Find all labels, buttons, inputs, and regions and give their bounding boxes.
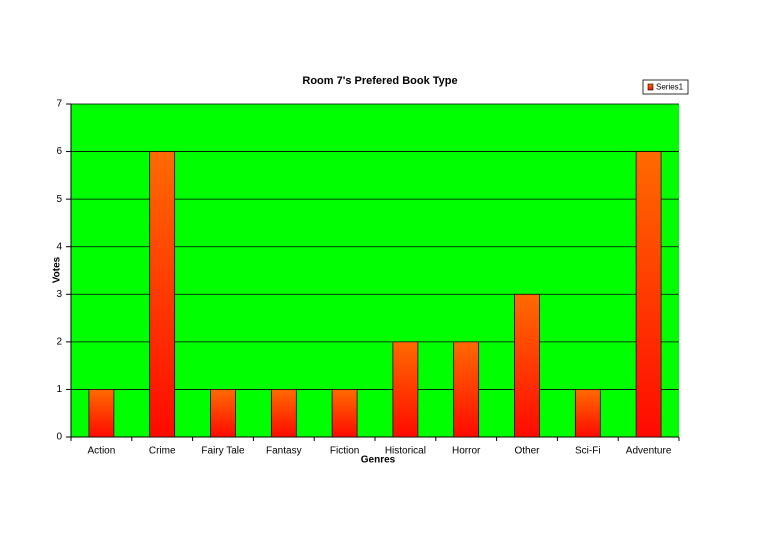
x-tick-label: Horror <box>452 446 481 457</box>
bar <box>453 341 480 438</box>
legend-box <box>642 79 689 95</box>
bar <box>270 389 297 438</box>
y-tick-label: 2 <box>56 336 62 347</box>
y-tick-label: 5 <box>56 194 62 205</box>
x-tick-label: Sci-Fi <box>575 446 601 457</box>
bar <box>574 389 601 438</box>
y-tick-label: 6 <box>56 146 62 157</box>
y-tick-label: 7 <box>56 99 62 110</box>
bar <box>331 389 358 438</box>
y-axis-title: Votes <box>52 256 63 283</box>
y-tick-label: 4 <box>56 241 62 252</box>
legend-swatch <box>647 83 654 91</box>
y-tick-label: 1 <box>56 384 62 395</box>
legend-label: Series1 <box>656 83 684 92</box>
x-tick-label: Adventure <box>626 446 672 457</box>
x-tick-label: Action <box>88 446 116 457</box>
chart-title: Room 7's Prefered Book Type <box>302 75 457 87</box>
x-tick-label: Historical <box>385 446 426 457</box>
y-tick-label: 0 <box>56 432 62 443</box>
bar <box>514 293 540 438</box>
x-axis-title: Genres <box>361 455 396 466</box>
y-tick-label: 3 <box>56 289 62 300</box>
x-tick-label: Fantasy <box>266 446 302 457</box>
bar <box>210 389 236 438</box>
bar <box>88 389 115 438</box>
x-tick-label: Fairy Tale <box>201 446 245 457</box>
x-tick-label: Crime <box>149 446 176 457</box>
bar <box>149 151 176 438</box>
bar <box>392 341 419 438</box>
x-tick-label: Other <box>514 446 540 457</box>
bar <box>635 151 662 438</box>
x-tick-label: Fiction <box>330 446 359 457</box>
